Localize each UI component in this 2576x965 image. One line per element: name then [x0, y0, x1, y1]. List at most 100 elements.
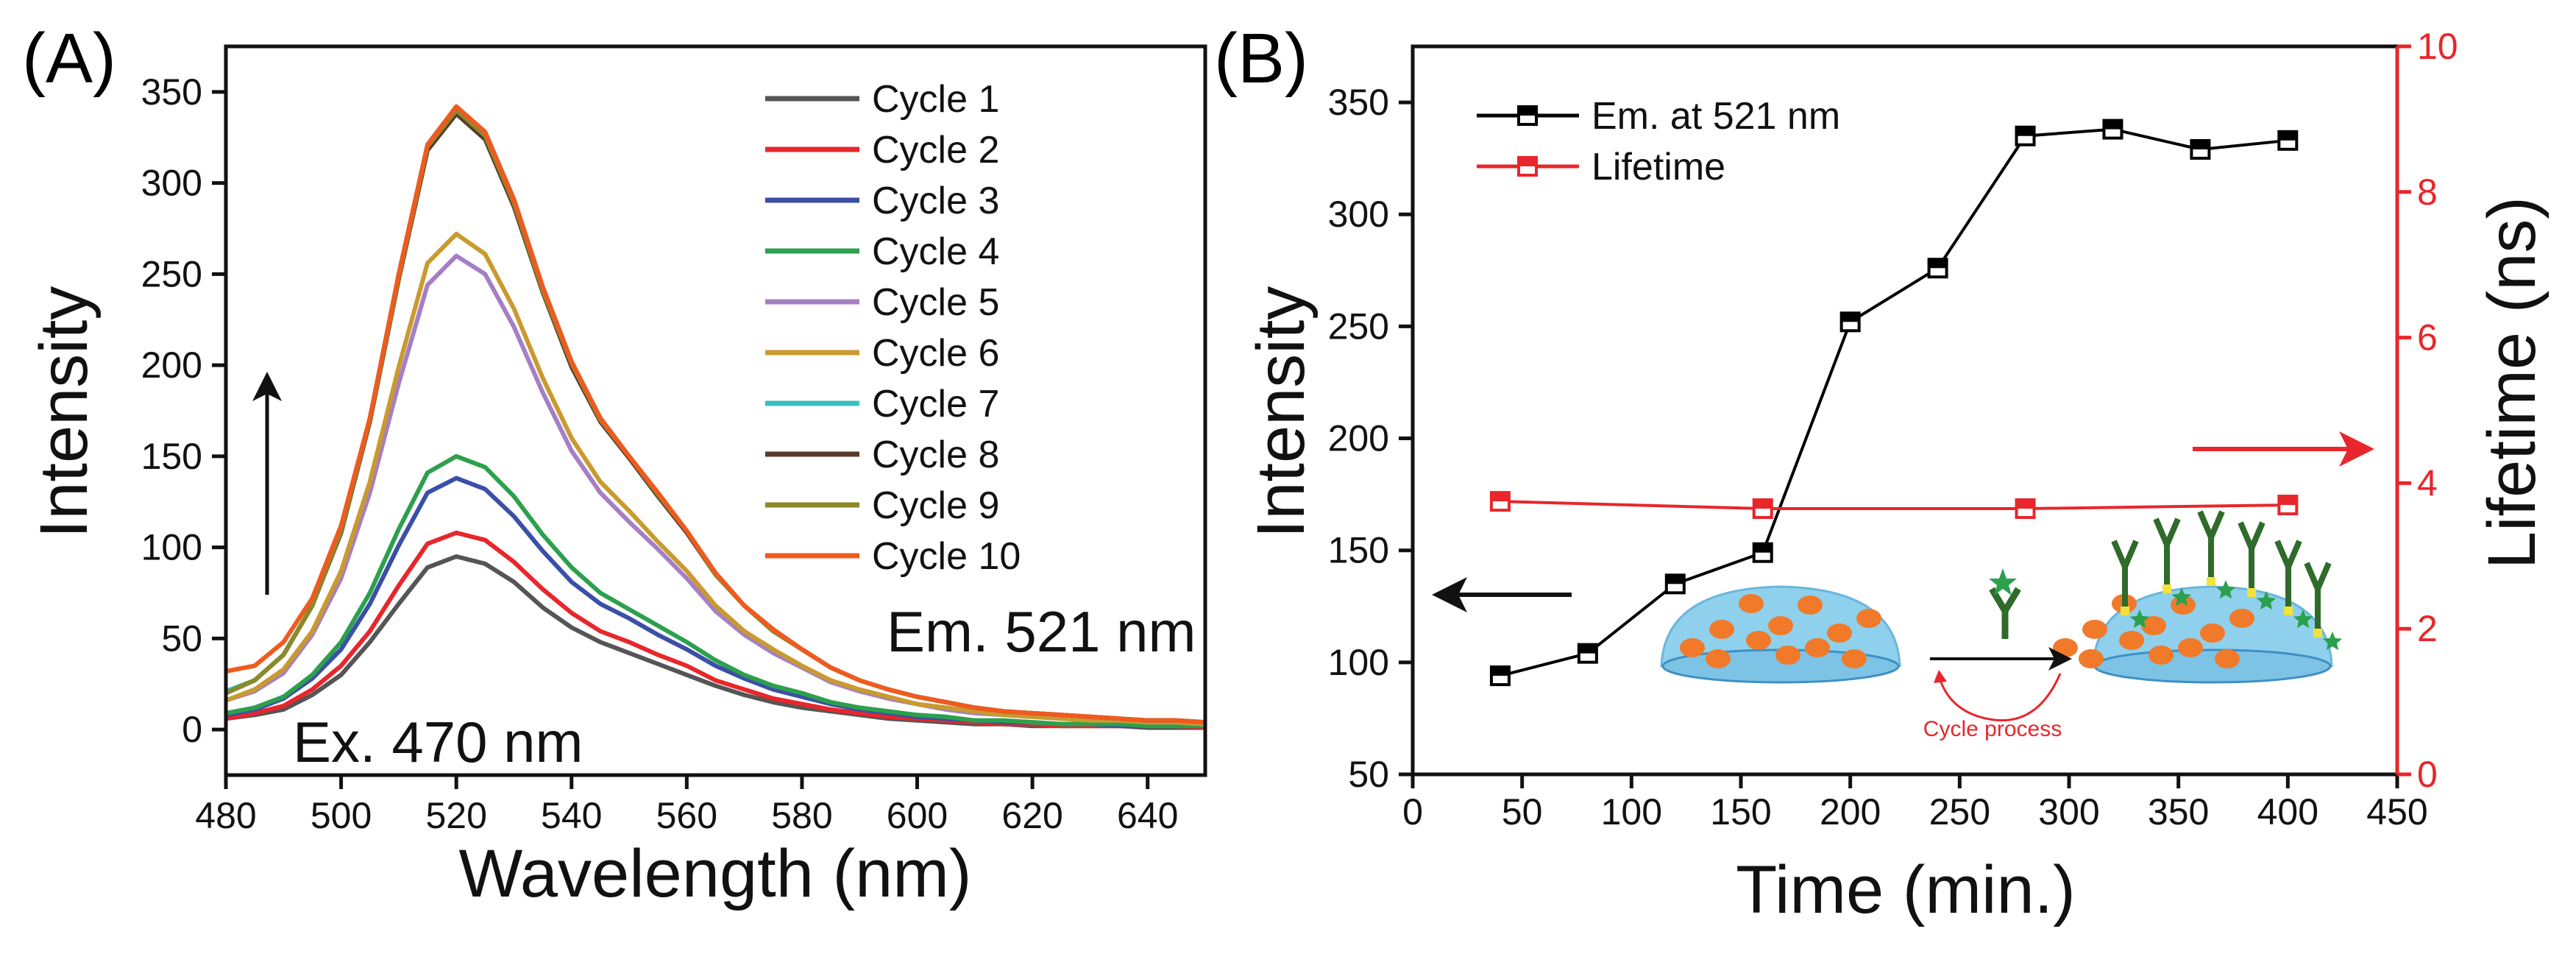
x-tick-label: 500	[311, 795, 372, 836]
panel-a-ylabel: Intensity	[26, 286, 102, 539]
x-tick-label: 480	[195, 795, 256, 836]
legend-label: Cycle 2	[872, 129, 999, 172]
panel-a-frame	[224, 44, 1207, 777]
x-tick-label: 580	[771, 795, 832, 836]
y2-tick-label: 4	[2417, 462, 2438, 503]
star-icon	[2293, 609, 2313, 629]
emission-point-fill	[1841, 313, 1859, 322]
emission-point-fill	[2279, 131, 2297, 141]
x-tick-label: 540	[541, 795, 602, 836]
emission-point-fill	[1491, 667, 1509, 676]
cycle-process-label: Cycle process	[1923, 717, 2062, 741]
x-tick-label: 250	[1929, 791, 1990, 833]
nanoparticle-dot-icon	[2082, 620, 2107, 639]
panel-a-xlabel: Wavelength (nm)	[458, 836, 971, 911]
panel-b-ticks: 0 50 100 150 200 250 300 350 400 4505010015020025…	[1328, 26, 2458, 833]
nanoparticle-dot-icon	[1706, 649, 1731, 668]
nanoparticle-dot-icon	[2215, 649, 2240, 668]
label-tag-icon	[2162, 584, 2171, 593]
label-tag-icon	[2207, 577, 2215, 586]
y-tick-label: 200	[1328, 418, 1389, 459]
y2-tick-label: 6	[2417, 317, 2438, 358]
star-icon	[2322, 632, 2343, 651]
legend-label: Em. at 521 nm	[1592, 95, 1840, 138]
cycle-arrow-head-icon	[1934, 670, 1947, 683]
legend-label: Cycle 1	[872, 78, 999, 121]
x-tick-label: 350	[2148, 791, 2209, 833]
x-tick-label: 600	[887, 795, 948, 836]
antibody-icon	[2111, 540, 2139, 611]
y-tick-label: 300	[1328, 194, 1389, 235]
star-icon	[2256, 591, 2277, 610]
y-tick-label: 250	[1328, 305, 1389, 347]
panel-a: (A) 480 500 520 540 560 580 600 620 640 0 50 100 150…	[22, 19, 1207, 911]
x-tick-label: 200	[1820, 791, 1881, 833]
x-tick-label: 560	[656, 795, 717, 836]
nanoparticle-dot-icon	[1680, 638, 1705, 657]
label-tag-icon	[2247, 588, 2256, 597]
nanoparticle-dot-icon	[1709, 620, 1734, 639]
emission-point-fill	[1753, 543, 1772, 553]
legend-label: Lifetime	[1592, 146, 1725, 188]
x-tick-label: 300	[2038, 791, 2099, 833]
x-tick-label: 450	[2366, 791, 2427, 833]
y-tick-label: 150	[1328, 530, 1389, 571]
nanoparticle-dot-icon	[2079, 649, 2104, 668]
nanoparticle-dot-icon	[1746, 631, 1771, 650]
antibody-icon	[2197, 510, 2225, 582]
y-tick-label: 250	[141, 253, 202, 294]
y2-tick-label: 2	[2417, 608, 2438, 649]
panel-a-ticks: 480 500 520 540 560 580 600 620 640 0 50 100 150 200 2…	[141, 71, 1179, 836]
legend-label: Cycle 6	[872, 332, 999, 375]
nanoparticle-dot-icon	[2200, 623, 2225, 643]
y-tick-label: 150	[141, 436, 202, 477]
x-tick-label: 620	[1001, 795, 1062, 836]
star-icon	[2215, 580, 2236, 599]
y-tick-label: 300	[141, 163, 202, 204]
panel-b-legend: Em. at 521 nm Lifetime	[1477, 95, 1840, 188]
emission-point-fill	[1666, 575, 1684, 584]
legend-label: Cycle 3	[872, 180, 999, 222]
legend-label: Cycle 5	[872, 281, 999, 324]
emission-point-fill	[2016, 127, 2034, 136]
panel-a-series	[224, 104, 1206, 730]
nanoparticle-dot-icon	[1856, 609, 1881, 628]
nanoparticle-dot-icon	[1798, 595, 1823, 615]
emission-point-fill	[1929, 259, 1947, 269]
panel-a-label: (A)	[22, 19, 116, 98]
label-tag-icon	[2313, 629, 2322, 637]
y-tick-label: 0	[182, 709, 202, 750]
x-tick-label: 100	[1601, 791, 1662, 833]
emission-point-fill	[2104, 120, 2122, 130]
nanoparticle-dot-icon	[2178, 638, 2203, 657]
star-icon	[2171, 587, 2192, 607]
nanoparticle-dot-icon	[1805, 638, 1830, 657]
nanoparticle-dot-icon	[2171, 595, 2196, 615]
x-tick-label: 400	[2257, 791, 2318, 833]
nanoparticle-dots	[1680, 510, 2343, 668]
lifetime-line	[1500, 500, 2288, 511]
emission-point-fill	[2191, 140, 2210, 149]
spectrum-line-cycle-4	[225, 453, 1205, 729]
legend-marker-fill	[1519, 107, 1536, 116]
panel-b: (B) 0 50 100 150 200 250 300 350 400 450501001502…	[1214, 19, 2550, 927]
y2-tick-label: 0	[2417, 754, 2438, 795]
panel-b-y2label: Lifetime (ns)	[2474, 197, 2550, 569]
x-tick-label: 0	[1402, 791, 1423, 833]
antibody-icon	[2304, 562, 2332, 633]
emission-line	[1500, 127, 2288, 678]
legend-label: Cycle 10	[872, 535, 1021, 578]
panel-b-ylabel: Intensity	[1243, 286, 1319, 539]
legend-label: Cycle 9	[872, 484, 999, 527]
antibody-icon	[1989, 587, 2021, 639]
emission-point-fill	[1578, 644, 1597, 654]
antibody-icon	[2153, 517, 2181, 589]
legend-label: Cycle 7	[872, 383, 999, 425]
nanoparticle-dot-icon	[1768, 616, 1793, 635]
antibody-icon	[2238, 521, 2265, 593]
spectrum-line-cycle-10	[225, 104, 1206, 725]
star-label-icon	[1989, 568, 2017, 595]
label-tag-icon	[2284, 607, 2293, 615]
y-tick-label: 100	[1328, 642, 1389, 683]
legend-marker-fill	[1519, 158, 1536, 166]
